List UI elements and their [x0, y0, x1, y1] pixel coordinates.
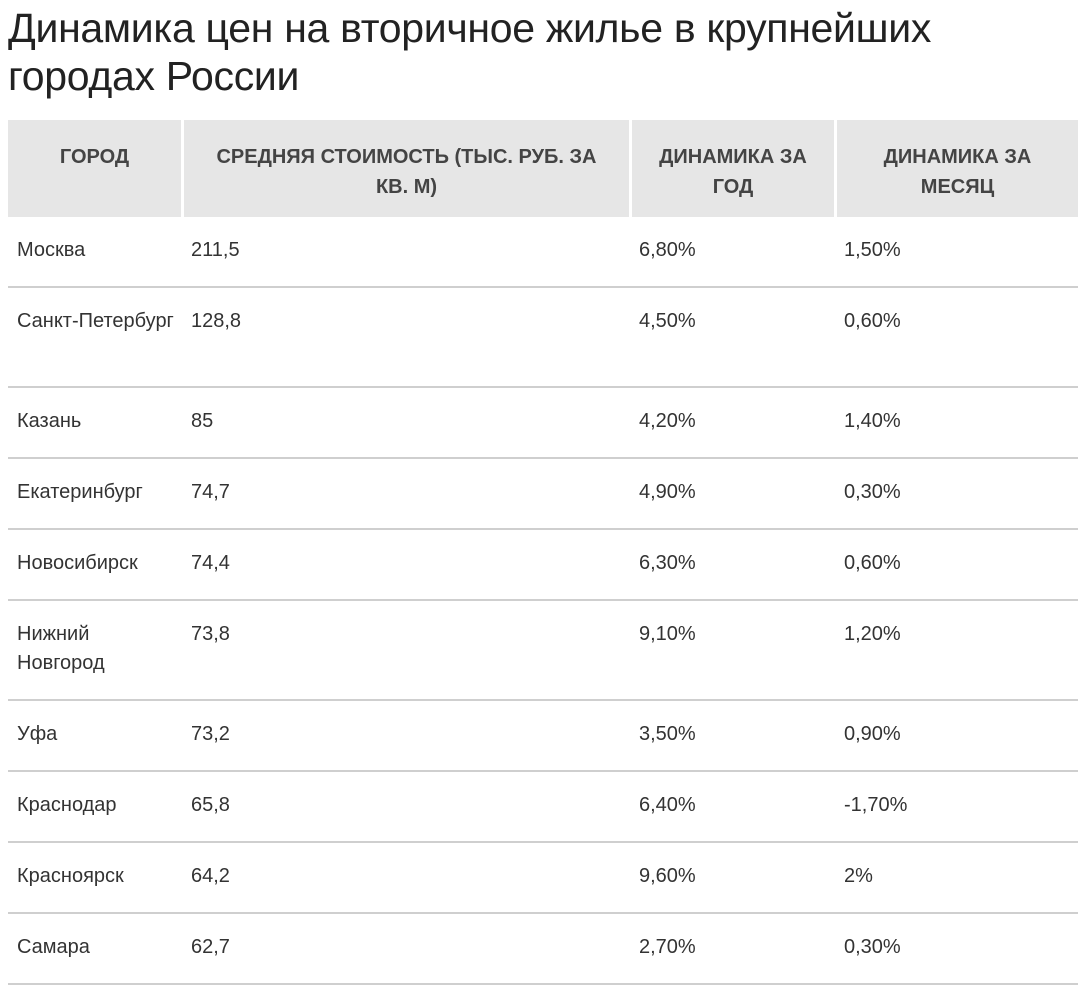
cell-city: Казань — [8, 388, 184, 459]
cell-avg-price: 64,2 — [184, 843, 632, 914]
cell-city: Новосибирск — [8, 530, 184, 601]
cell-month-change: 2% — [837, 843, 1078, 914]
table-row: Санкт-Петербург 128,8 4,50% 0,60% — [8, 288, 1078, 388]
cell-month-change: 0,30% — [837, 914, 1078, 985]
cell-year-change: 4,90% — [632, 459, 837, 530]
table-row: Уфа 73,2 3,50% 0,90% — [8, 701, 1078, 772]
cell-month-change: -1,70% — [837, 772, 1078, 843]
cell-city: Санкт-Петербург — [8, 288, 184, 388]
table-row: Нижний Новгород 73,8 9,10% 1,20% — [8, 601, 1078, 701]
table-row: Казань 85 4,20% 1,40% — [8, 388, 1078, 459]
table-row: Екатеринбург 74,7 4,90% 0,30% — [8, 459, 1078, 530]
cell-year-change: 6,40% — [632, 772, 837, 843]
cell-year-change: 6,30% — [632, 530, 837, 601]
cell-year-change: 4,50% — [632, 288, 837, 388]
cell-city: Красноярск — [8, 843, 184, 914]
cell-avg-price: 128,8 — [184, 288, 632, 388]
cell-city: Екатеринбург — [8, 459, 184, 530]
cell-city: Москва — [8, 217, 184, 288]
cell-month-change: 0,30% — [837, 459, 1078, 530]
cell-year-change: 9,10% — [632, 601, 837, 701]
cell-avg-price: 73,2 — [184, 701, 632, 772]
cell-month-change: 0,90% — [837, 701, 1078, 772]
header-row: ГОРОД СРЕДНЯЯ СТОИМОСТЬ (ТЫС. РУБ. ЗА КВ… — [8, 120, 1078, 217]
cell-avg-price: 73,8 — [184, 601, 632, 701]
cell-month-change: 1,20% — [837, 601, 1078, 701]
cell-avg-price: 62,7 — [184, 914, 632, 985]
table-row: Краснодар 65,8 6,40% -1,70% — [8, 772, 1078, 843]
cell-year-change: 6,80% — [632, 217, 837, 288]
cell-city: Краснодар — [8, 772, 184, 843]
cell-city: Самара — [8, 914, 184, 985]
column-header-month-change: ДИНАМИКА ЗА МЕСЯЦ — [837, 120, 1078, 217]
cell-year-change: 2,70% — [632, 914, 837, 985]
table-row: Новосибирск 74,4 6,30% 0,60% — [8, 530, 1078, 601]
cell-month-change: 0,60% — [837, 530, 1078, 601]
table-row: Москва 211,5 6,80% 1,50% — [8, 217, 1078, 288]
cell-city: Уфа — [8, 701, 184, 772]
cell-avg-price: 65,8 — [184, 772, 632, 843]
table-header: ГОРОД СРЕДНЯЯ СТОИМОСТЬ (ТЫС. РУБ. ЗА КВ… — [8, 120, 1078, 217]
table-body: Москва 211,5 6,80% 1,50% Санкт-Петербург… — [8, 217, 1078, 985]
column-header-city: ГОРОД — [8, 120, 184, 217]
cell-year-change: 9,60% — [632, 843, 837, 914]
cell-month-change: 1,40% — [837, 388, 1078, 459]
price-dynamics-table: ГОРОД СРЕДНЯЯ СТОИМОСТЬ (ТЫС. РУБ. ЗА КВ… — [8, 120, 1078, 985]
column-header-avg-price: СРЕДНЯЯ СТОИМОСТЬ (ТЫС. РУБ. ЗА КВ. М) — [184, 120, 632, 217]
cell-month-change: 0,60% — [837, 288, 1078, 388]
column-header-year-change: ДИНАМИКА ЗА ГОД — [632, 120, 837, 217]
cell-avg-price: 211,5 — [184, 217, 632, 288]
cell-city: Нижний Новгород — [8, 601, 184, 701]
cell-avg-price: 74,4 — [184, 530, 632, 601]
table-row: Самара 62,7 2,70% 0,30% — [8, 914, 1078, 985]
cell-month-change: 1,50% — [837, 217, 1078, 288]
cell-avg-price: 74,7 — [184, 459, 632, 530]
cell-avg-price: 85 — [184, 388, 632, 459]
table-row: Красноярск 64,2 9,60% 2% — [8, 843, 1078, 914]
cell-year-change: 3,50% — [632, 701, 837, 772]
page-title: Динамика цен на вторичное жилье в крупне… — [8, 5, 932, 99]
cell-year-change: 4,20% — [632, 388, 837, 459]
